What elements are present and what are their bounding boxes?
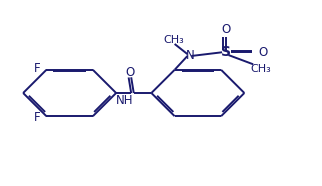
Text: NH: NH (116, 94, 134, 107)
Text: S: S (221, 45, 231, 59)
Text: O: O (125, 66, 134, 79)
Text: CH₃: CH₃ (251, 64, 271, 74)
Text: F: F (34, 111, 41, 124)
Text: N: N (186, 49, 194, 62)
Text: O: O (221, 23, 231, 36)
Text: CH₃: CH₃ (164, 35, 185, 45)
Text: O: O (259, 46, 268, 59)
Text: F: F (34, 62, 41, 75)
